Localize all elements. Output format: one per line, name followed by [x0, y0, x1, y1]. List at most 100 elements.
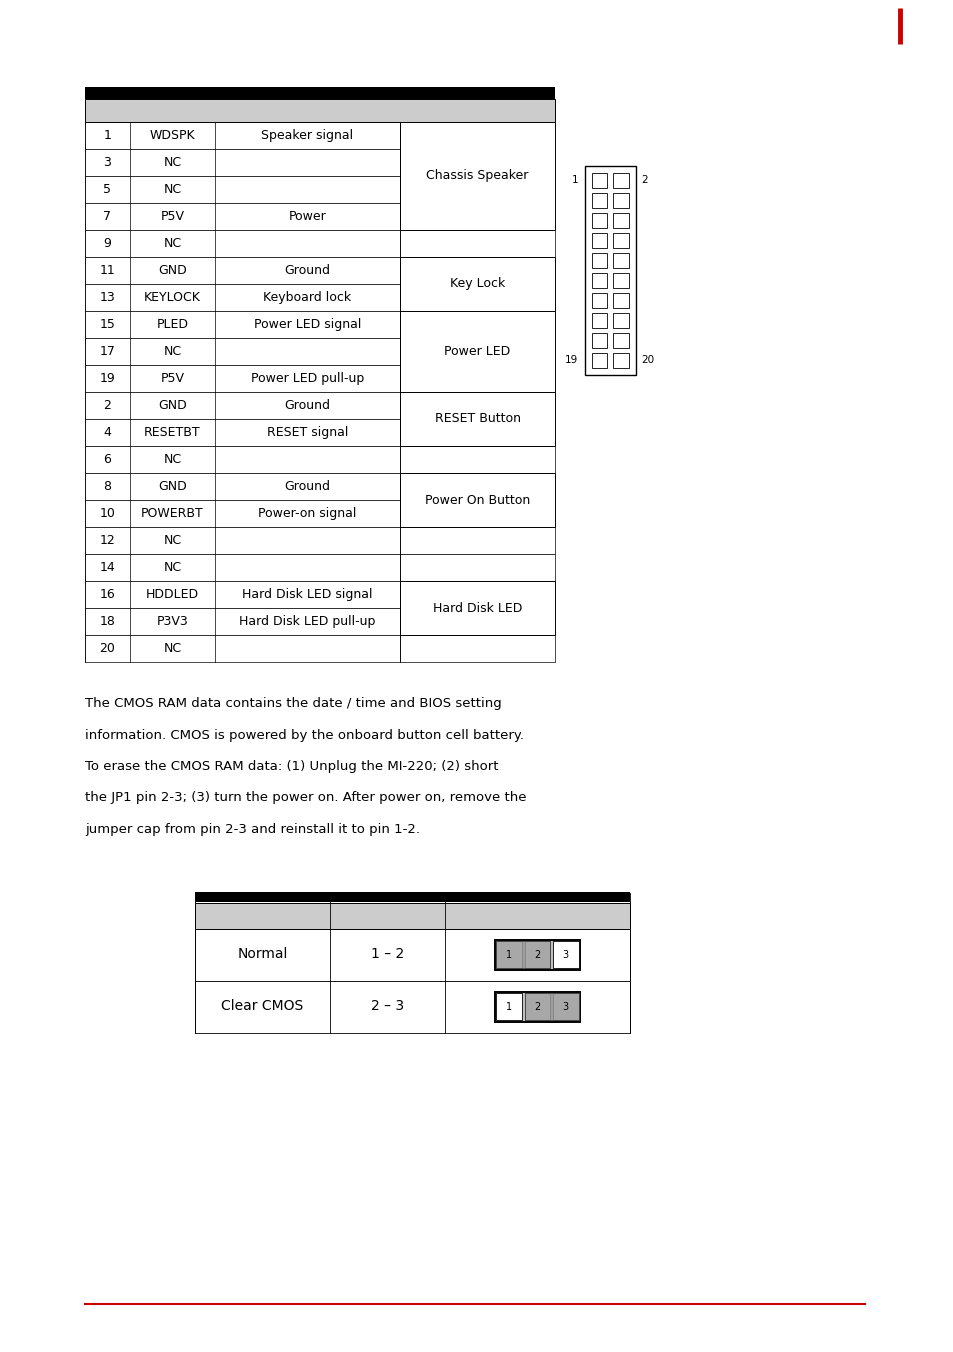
Text: Power: Power [289, 210, 326, 223]
Bar [85, 635, 399, 662]
Bar [85, 257, 399, 284]
Text: the JP1 pin 2-3; (3) turn the power on. After power on, remove the: the JP1 pin 2-3; (3) turn the power on. … [85, 791, 526, 804]
Text: PLED: PLED [156, 318, 189, 331]
Text: Ground: Ground [284, 264, 330, 277]
Bar [496, 941, 521, 968]
Bar [85, 473, 399, 500]
Bar [553, 941, 578, 968]
Text: Power LED: Power LED [444, 345, 510, 358]
Bar [399, 581, 555, 635]
Bar [85, 338, 399, 365]
Text: RESET signal: RESET signal [267, 426, 348, 439]
Bar [591, 193, 606, 208]
Text: P5V: P5V [160, 210, 184, 223]
Text: HDDLED: HDDLED [146, 588, 199, 602]
Text: 7: 7 [103, 210, 112, 223]
Bar [591, 212, 606, 228]
Text: 3: 3 [104, 155, 112, 169]
Text: NC: NC [163, 183, 181, 196]
Bar [553, 992, 578, 1021]
Text: 2: 2 [534, 1002, 540, 1011]
Bar [495, 991, 579, 1022]
Bar [496, 941, 550, 968]
Text: 3: 3 [562, 1002, 568, 1011]
Bar [613, 273, 628, 288]
Bar [85, 230, 399, 257]
Text: 2: 2 [104, 399, 112, 412]
Bar [613, 333, 628, 349]
Bar [613, 212, 628, 228]
Bar [399, 122, 555, 230]
Bar [85, 284, 399, 311]
Text: 14: 14 [99, 561, 115, 575]
Text: NC: NC [163, 561, 181, 575]
Text: 2 – 3: 2 – 3 [371, 999, 404, 1014]
Text: P5V: P5V [160, 372, 184, 385]
Text: RESET Button: RESET Button [434, 412, 520, 426]
Text: jumper cap from pin 2-3 and reinstall it to pin 1-2.: jumper cap from pin 2-3 and reinstall it… [85, 823, 419, 836]
Bar [613, 293, 628, 308]
Bar [399, 230, 555, 257]
Text: Normal: Normal [237, 948, 288, 961]
Text: 17: 17 [99, 345, 115, 358]
Bar [613, 253, 628, 268]
Bar [399, 635, 555, 662]
Bar [85, 99, 555, 122]
Bar [85, 311, 399, 338]
Text: 1: 1 [506, 1002, 512, 1011]
Bar [591, 293, 606, 308]
Bar [85, 203, 399, 230]
Text: Hard Disk LED pull-up: Hard Disk LED pull-up [239, 615, 375, 627]
Bar [496, 992, 521, 1021]
Text: Hard Disk LED: Hard Disk LED [433, 602, 521, 615]
Bar [85, 527, 399, 554]
Text: P3V3: P3V3 [156, 615, 188, 627]
Text: GND: GND [158, 399, 187, 412]
Bar [194, 929, 629, 980]
Bar [85, 581, 399, 608]
Text: WDSPK: WDSPK [150, 128, 195, 142]
Text: POWERBT: POWERBT [141, 507, 204, 521]
Bar [613, 193, 628, 208]
Text: 1: 1 [506, 949, 512, 960]
Bar [524, 992, 578, 1021]
Bar [399, 446, 555, 473]
Bar [85, 608, 399, 635]
Bar [524, 992, 550, 1021]
Bar [194, 980, 629, 1033]
Text: 1: 1 [104, 128, 112, 142]
Bar [591, 173, 606, 188]
Text: 10: 10 [99, 507, 115, 521]
Text: Hard Disk LED signal: Hard Disk LED signal [242, 588, 373, 602]
Text: 4: 4 [104, 426, 112, 439]
Text: 19: 19 [565, 356, 578, 365]
Bar [85, 500, 399, 527]
Bar [85, 149, 399, 176]
Text: 18: 18 [99, 615, 115, 627]
Text: NC: NC [163, 453, 181, 466]
Text: Ground: Ground [284, 480, 330, 493]
Bar [591, 253, 606, 268]
Text: Clear CMOS: Clear CMOS [221, 999, 303, 1014]
Bar [399, 473, 555, 527]
Text: Power LED pull-up: Power LED pull-up [251, 372, 364, 385]
Bar [85, 365, 399, 392]
Bar [613, 233, 628, 249]
Text: 20: 20 [640, 356, 654, 365]
Bar [613, 173, 628, 188]
Text: information. CMOS is powered by the onboard button cell battery.: information. CMOS is powered by the onbo… [85, 729, 523, 741]
Bar [85, 392, 399, 419]
Text: Key Lock: Key Lock [450, 277, 504, 291]
Text: 2: 2 [534, 949, 540, 960]
Bar [194, 892, 629, 903]
Bar [591, 312, 606, 329]
Text: 6: 6 [104, 453, 112, 466]
Text: Power On Button: Power On Button [424, 493, 530, 507]
Text: 20: 20 [99, 642, 115, 654]
Bar [399, 554, 555, 581]
Bar [591, 273, 606, 288]
Text: 11: 11 [99, 264, 115, 277]
Text: To erase the CMOS RAM data: (1) Unplug the MI-220; (2) short: To erase the CMOS RAM data: (1) Unplug t… [85, 760, 498, 773]
Text: NC: NC [163, 237, 181, 250]
Bar [613, 312, 628, 329]
